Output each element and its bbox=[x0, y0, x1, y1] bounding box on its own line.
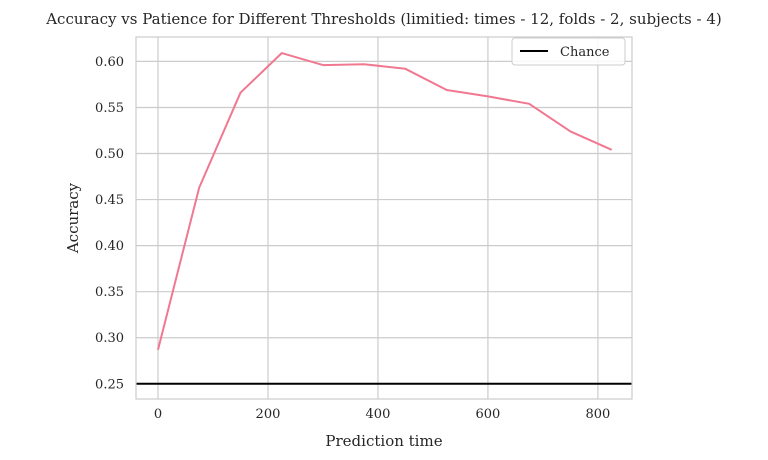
chart-title: Accuracy vs Patience for Different Thres… bbox=[45, 10, 722, 28]
y-tick-label: 0.50 bbox=[95, 147, 124, 162]
grid bbox=[136, 37, 632, 399]
y-tick-label: 0.55 bbox=[95, 101, 124, 116]
y-tick-label: 0.40 bbox=[95, 239, 124, 254]
y-axis-label: Accuracy bbox=[64, 182, 82, 254]
x-axis-label: Prediction time bbox=[325, 432, 442, 450]
y-tick-label: 0.30 bbox=[95, 331, 124, 346]
y-tick-label: 0.45 bbox=[95, 193, 124, 208]
x-axis-ticks: 0 200 400 600 800 bbox=[154, 407, 610, 422]
x-tick-label: 400 bbox=[366, 407, 391, 422]
legend-box bbox=[511, 37, 626, 66]
y-tick-label: 0.60 bbox=[95, 55, 124, 70]
y-tick-label: 0.35 bbox=[95, 285, 124, 300]
plot-frame bbox=[135, 36, 633, 400]
x-tick-label: 200 bbox=[256, 407, 281, 422]
legend: Chance bbox=[511, 37, 626, 66]
accuracy-series-line bbox=[157, 52, 613, 350]
x-tick-label: 600 bbox=[476, 407, 501, 422]
y-axis-ticks: 0.25 0.30 0.35 0.40 0.45 0.50 0.55 0.60 bbox=[95, 55, 124, 392]
y-tick-label: 0.25 bbox=[95, 377, 124, 392]
x-tick-label: 800 bbox=[585, 407, 610, 422]
legend-label-chance: Chance bbox=[560, 45, 610, 60]
series-layer bbox=[157, 52, 613, 350]
x-tick-label: 0 bbox=[154, 407, 162, 422]
